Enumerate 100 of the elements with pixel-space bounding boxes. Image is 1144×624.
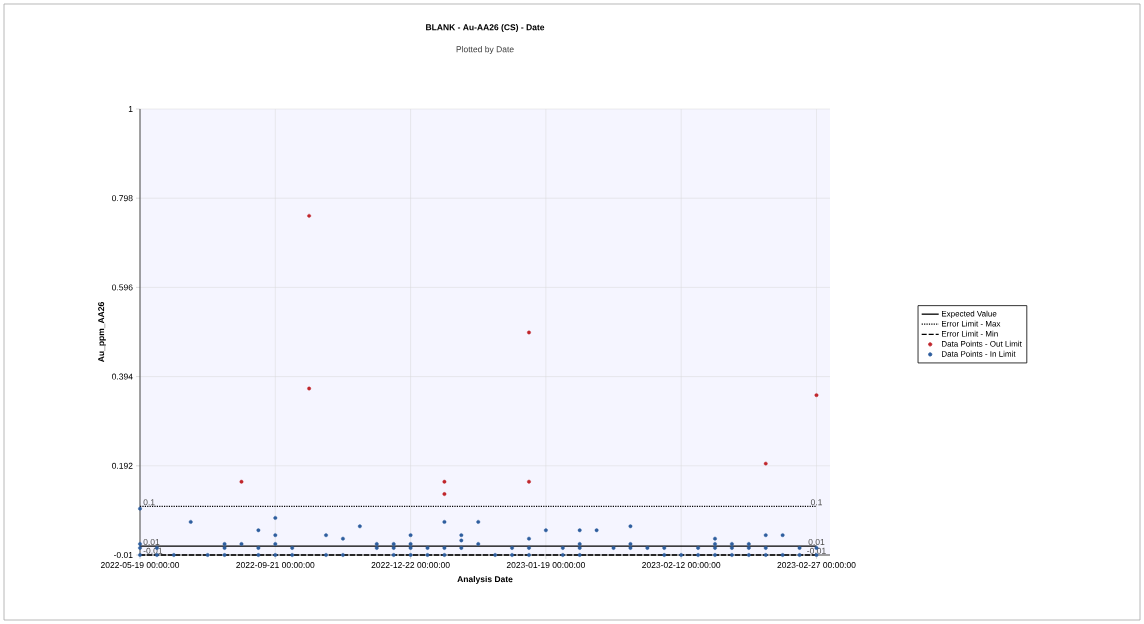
point (222, 553, 227, 557)
legend-label: Error Limit - Max (941, 320, 1001, 327)
point (290, 546, 295, 550)
point (256, 553, 261, 557)
point (425, 546, 430, 550)
point (696, 553, 700, 557)
x-tick-label: 2023-02-12 00:00:00 (642, 562, 721, 569)
point (341, 553, 345, 557)
y-tick-label: 0.192 (112, 462, 133, 469)
point (628, 546, 633, 550)
point (425, 553, 430, 557)
point (374, 546, 379, 550)
point (577, 546, 582, 550)
point (594, 528, 599, 533)
point (713, 546, 717, 550)
point (442, 492, 447, 496)
point (577, 542, 582, 546)
point (442, 479, 447, 484)
point (205, 553, 210, 557)
point (730, 546, 734, 550)
point (645, 546, 650, 550)
point (510, 546, 514, 550)
point (222, 542, 227, 546)
data-label: 0.1 (810, 499, 822, 506)
point (560, 553, 565, 557)
point (763, 533, 768, 538)
point (679, 553, 684, 557)
y-axis-title: Au_ppm_AA26 (98, 302, 106, 363)
point (527, 553, 531, 557)
point (476, 519, 481, 524)
point (138, 546, 142, 550)
point (763, 546, 768, 550)
point (560, 546, 565, 550)
point (628, 524, 633, 529)
point (780, 553, 785, 557)
y-tick-label: 0.798 (112, 195, 133, 202)
legend-label: Data Points - In Limit (941, 350, 1016, 357)
x-tick-label: 2022-09-21 00:00:00 (236, 562, 315, 569)
point (713, 542, 717, 546)
point (459, 533, 464, 538)
point (730, 553, 734, 557)
point (357, 524, 362, 529)
point (408, 533, 413, 538)
point (527, 536, 531, 541)
point (138, 542, 142, 546)
point (273, 516, 278, 520)
point (543, 528, 548, 533)
point (814, 393, 819, 398)
point (239, 542, 244, 546)
data-label: -0.01 (807, 547, 826, 554)
legend-label: Data Points - Out Limit (941, 340, 1022, 347)
point (746, 553, 751, 557)
point (510, 553, 514, 557)
chart-title: BLANK - Au-AA26 (CS) - Date (426, 24, 545, 32)
data-label: 0.01 (143, 538, 160, 545)
x-tick-label: 2022-12-22 00:00:00 (371, 562, 450, 569)
chart-subtitle: Plotted by Date (456, 46, 514, 54)
point (746, 546, 751, 550)
point (290, 553, 295, 557)
x-axis-title: Analysis Date (457, 575, 513, 584)
point (138, 506, 142, 511)
point (780, 533, 785, 538)
point (577, 553, 582, 557)
point (307, 386, 312, 391)
point (442, 553, 447, 557)
point (746, 542, 751, 546)
point (763, 553, 768, 557)
point (662, 546, 667, 550)
point (459, 546, 464, 550)
point (391, 546, 396, 550)
point (273, 542, 278, 546)
point (476, 542, 481, 546)
point (391, 553, 396, 557)
point (408, 546, 413, 550)
x-tick-label: 2023-01-19 00:00:00 (506, 562, 585, 569)
point (797, 553, 802, 557)
point (256, 528, 261, 533)
point (696, 546, 700, 550)
point (138, 553, 142, 557)
point (797, 546, 802, 550)
x-tick-label: 2022-05-19 00:00:00 (100, 562, 180, 569)
point (442, 546, 447, 550)
point (459, 538, 464, 543)
point (324, 533, 328, 538)
point (222, 546, 227, 550)
y-tick-label: 0.394 (112, 373, 133, 380)
point (628, 542, 633, 546)
data-label: 0.1 (143, 499, 155, 506)
legend-label: Error Limit - Min (941, 330, 998, 337)
point (273, 553, 278, 557)
point (577, 528, 582, 533)
x-tick-label: 2023-02-27 00:00:00 (777, 562, 856, 569)
point (493, 553, 498, 557)
point (527, 330, 531, 335)
point (730, 542, 734, 546)
point (188, 519, 193, 524)
point (713, 553, 717, 557)
point (713, 536, 717, 541)
point (341, 536, 345, 541)
point (408, 553, 413, 557)
